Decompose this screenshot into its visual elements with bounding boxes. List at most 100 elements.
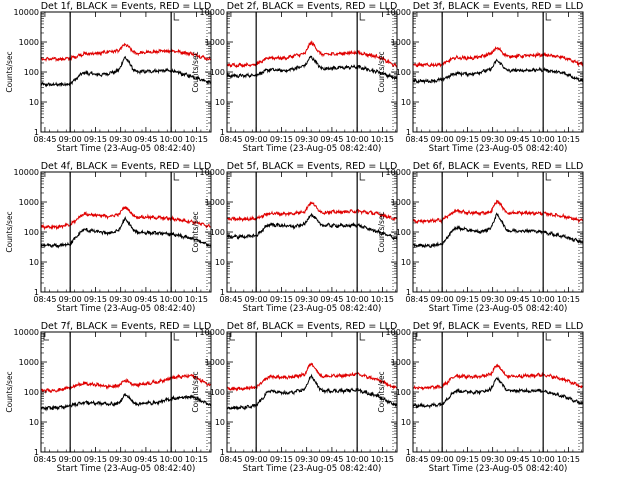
y-axis-label: Counts/sec: [5, 211, 14, 252]
series-line-lld: [41, 42, 211, 63]
y-tick-label: 10000: [14, 168, 39, 177]
x-tick-label: 09:00: [431, 135, 454, 144]
x-axis-label: Start Time (23-Aug-05 08:42:40): [57, 304, 196, 314]
y-tick-label: 1000: [391, 198, 411, 207]
panel-title: Det 4f, BLACK = Events, RED = LLD: [41, 161, 212, 172]
y-axis-label: Counts/sec: [377, 51, 386, 92]
series-line-events: [41, 393, 211, 412]
y-tick-label: 1: [220, 288, 225, 297]
x-tick-label: 10:15: [185, 135, 208, 144]
y-axis-label: Counts/sec: [5, 51, 14, 92]
axes-frame: [40, 11, 212, 133]
bracket-marker: [173, 173, 180, 181]
series-line-lld: [413, 363, 583, 391]
panel-title: Det 8f, BLACK = Events, RED = LLD: [227, 321, 398, 332]
series-line-lld: [413, 199, 583, 225]
x-tick-label: 10:15: [371, 135, 394, 144]
x-tick-label: 10:00: [346, 135, 369, 144]
y-tick-label: 1: [34, 128, 39, 137]
x-tick-label: 10:00: [346, 295, 369, 304]
x-tick-label: 08:45: [33, 135, 56, 144]
x-tick-label: 09:45: [320, 295, 343, 304]
panel-title: Det 9f, BLACK = Events, RED = LLD: [413, 321, 584, 332]
x-tick-label: 09:00: [59, 295, 82, 304]
axes-frame: [412, 171, 584, 293]
y-axis-label: Counts/sec: [191, 211, 200, 252]
x-tick-label: 09:45: [506, 295, 529, 304]
y-tick-label: 1: [34, 288, 39, 297]
x-axis-label: Start Time (23-Aug-05 08:42:40): [429, 304, 568, 314]
x-tick-label: 09:45: [134, 455, 157, 464]
x-tick-label: 08:45: [219, 135, 242, 144]
x-tick-label: 10:15: [557, 135, 580, 144]
series-line-lld: [227, 201, 397, 223]
x-tick-label: 09:15: [270, 455, 293, 464]
panel-title: Det 5f, BLACK = Events, RED = LLD: [227, 161, 398, 172]
x-tick-label: 09:30: [481, 295, 504, 304]
x-tick-label: 09:30: [109, 295, 132, 304]
y-tick-label: 1: [220, 448, 225, 457]
y-tick-label: 1: [406, 288, 411, 297]
y-tick-label: 100: [24, 68, 39, 77]
x-tick-label: 09:30: [481, 455, 504, 464]
x-tick-label: 10:00: [160, 455, 183, 464]
y-tick-label: 100: [210, 228, 225, 237]
series-line-events: [227, 373, 397, 411]
detector-panel-7: Det 7f, BLACK = Events, RED = LLD 1 10 100 1…: [5, 321, 212, 474]
y-tick-label: 100: [24, 228, 39, 237]
panel-title: Det 6f, BLACK = Events, RED = LLD: [413, 161, 584, 172]
x-tick-label: 08:45: [33, 295, 56, 304]
axes-frame: [40, 171, 212, 293]
x-axis-label: Start Time (23-Aug-05 08:42:40): [243, 304, 382, 314]
y-tick-label: 10000: [386, 328, 411, 337]
x-tick-label: 10:00: [532, 455, 555, 464]
y-tick-label: 10: [215, 98, 225, 107]
y-tick-label: 10000: [14, 8, 39, 17]
y-tick-label: 1: [406, 128, 411, 137]
bracket-marker: [359, 13, 366, 21]
panel-title: Det 2f, BLACK = Events, RED = LLD: [227, 1, 398, 12]
x-tick-label: 10:15: [185, 295, 208, 304]
y-tick-label: 1: [220, 128, 225, 137]
x-tick-label: 09:30: [481, 135, 504, 144]
panel-title: Det 3f, BLACK = Events, RED = LLD: [413, 1, 584, 12]
x-tick-label: 09:30: [295, 455, 318, 464]
x-tick-label: 08:45: [219, 455, 242, 464]
series-line-lld: [41, 373, 211, 394]
x-axis-label: Start Time (23-Aug-05 08:42:40): [57, 464, 196, 474]
detector-panel-4: Det 4f, BLACK = Events, RED = LLD 1 10 100 1…: [5, 161, 212, 314]
x-tick-label: 09:15: [84, 295, 107, 304]
y-tick-label: 10: [29, 418, 39, 427]
axes-frame: [40, 331, 212, 453]
detector-panel-6: Det 6f, BLACK = Events, RED = LLD 1 10 100 1…: [377, 161, 584, 314]
y-tick-label: 10000: [200, 168, 225, 177]
series-line-lld: [413, 46, 583, 68]
y-axis-label: Counts/sec: [191, 371, 200, 412]
x-tick-label: 10:00: [532, 295, 555, 304]
y-tick-label: 10000: [200, 8, 225, 17]
bracket-marker: [359, 333, 366, 341]
y-tick-label: 10: [215, 418, 225, 427]
x-tick-label: 09:15: [270, 135, 293, 144]
bracket-marker: [173, 333, 180, 341]
y-tick-label: 10000: [386, 8, 411, 17]
panel-title: Det 7f, BLACK = Events, RED = LLD: [41, 321, 212, 332]
x-axis-label: Start Time (23-Aug-05 08:42:40): [243, 464, 382, 474]
bracket-marker: [545, 13, 552, 21]
y-axis-label: Counts/sec: [377, 371, 386, 412]
y-tick-label: 10000: [14, 328, 39, 337]
x-axis-label: Start Time (23-Aug-05 08:42:40): [57, 144, 196, 154]
y-tick-label: 1000: [205, 38, 225, 47]
series-line-events: [413, 376, 583, 409]
y-tick-label: 10: [401, 418, 411, 427]
x-tick-label: 09:15: [456, 295, 479, 304]
y-tick-label: 100: [210, 388, 225, 397]
series-line-events: [41, 215, 211, 249]
y-tick-label: 1: [34, 448, 39, 457]
x-tick-label: 10:15: [557, 295, 580, 304]
x-tick-label: 09:00: [431, 455, 454, 464]
y-tick-label: 1000: [19, 38, 39, 47]
detector-panel-3: Det 3f, BLACK = Events, RED = LLD 1 10 100 1…: [377, 1, 584, 154]
x-tick-label: 09:45: [320, 455, 343, 464]
